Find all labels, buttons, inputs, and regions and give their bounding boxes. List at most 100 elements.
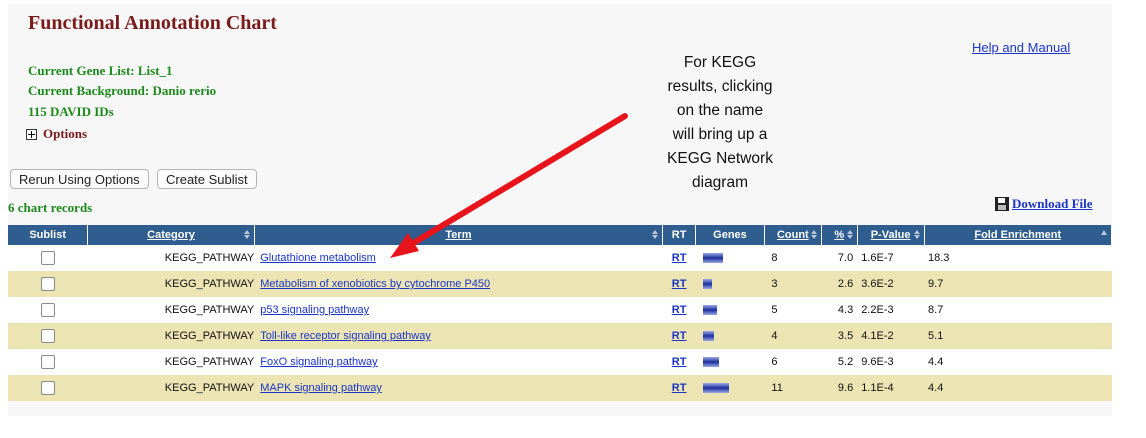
header-count[interactable]: Count [764,225,822,245]
sublist-checkbox[interactable] [40,303,55,317]
count-cell: 6 [771,356,778,368]
category-cell: KEGG_PATHWAY [164,356,255,368]
options-label: Options [43,126,88,141]
rt-link[interactable]: RT [671,304,687,316]
category-cell: KEGG_PATHWAY [164,252,255,264]
category-cell: KEGG_PATHWAY [164,382,255,394]
table-header-row: Sublist Category Term RT Genes Count % P… [8,225,1113,245]
rerun-using-options-button[interactable]: Rerun Using Options [10,169,149,189]
rt-link[interactable]: RT [671,330,687,342]
sort-arrows-icon[interactable] [243,230,250,239]
category-cell: KEGG_PATHWAY [164,278,255,290]
sublist-checkbox[interactable] [40,355,55,369]
pvalue-cell: 3.6E-2 [861,278,894,290]
pvalue-cell: 1.6E-7 [861,252,894,264]
sort-arrow-icon[interactable] [1101,230,1107,235]
percent-cell: 5.2 [837,356,854,368]
rt-link[interactable]: RT [671,356,687,368]
table-row: KEGG_PATHWAY Metabolism of xenobiotics b… [8,271,1112,297]
rt-link[interactable]: RT [671,382,687,394]
term-link[interactable]: MAPK signaling pathway [260,382,382,394]
fold-enrichment-cell: 8.7 [928,304,944,316]
create-sublist-button[interactable]: Create Sublist [157,169,257,189]
annotation-line: will bring up a [672,126,768,143]
gene-bar-icon[interactable] [702,383,729,394]
percent-cell: 7.0 [837,252,854,264]
sort-arrows-icon[interactable] [846,230,853,239]
term-link[interactable]: Metabolism of xenobiotics by cytochrome … [260,278,491,290]
table-row: KEGG_PATHWAY Toll-like receptor signalin… [8,323,1112,349]
table-row: KEGG_PATHWAY p53 signaling pathway RT 5 … [8,297,1112,323]
david-id-count: 115 DAVID IDs [28,104,114,119]
header-rt: RT [662,225,697,245]
count-cell: 8 [771,252,778,264]
term-link[interactable]: Glutathione metabolism [260,252,376,264]
chart-record-count: 6 chart records [8,200,93,215]
sort-arrows-icon[interactable] [652,230,659,239]
sublist-checkbox[interactable] [40,329,55,343]
fold-enrichment-cell: 5.1 [928,330,944,342]
category-cell: KEGG_PATHWAY [164,330,255,342]
annotation-chart-table: Sublist Category Term RT Genes Count % P… [8,225,1113,401]
gene-bar-icon[interactable] [702,305,717,316]
count-cell: 3 [771,278,778,290]
sort-arrows-icon[interactable] [810,230,817,239]
gene-bar-icon[interactable] [702,279,712,290]
chart-panel [8,4,1112,416]
category-cell: KEGG_PATHWAY [164,304,255,316]
annotation-line: KEGG Network [667,150,773,167]
term-link[interactable]: Toll-like receptor signaling pathway [260,330,431,342]
table-row: KEGG_PATHWAY MAPK signaling pathway RT 1… [8,375,1112,401]
header-genes: Genes [695,225,765,245]
sublist-checkbox[interactable] [40,277,55,291]
gene-bar-icon[interactable] [702,331,714,342]
header-pvalue[interactable]: P-Value [857,225,925,245]
pvalue-cell: 4.1E-2 [861,330,894,342]
rt-link[interactable]: RT [671,252,687,264]
header-sublist: Sublist [8,225,89,245]
pvalue-cell: 1.1E-4 [861,382,894,394]
pvalue-cell: 2.2E-3 [861,304,894,316]
gene-bar-icon[interactable] [702,253,723,264]
sort-arrows-icon[interactable] [913,230,920,239]
percent-cell: 3.5 [837,330,854,342]
count-cell: 11 [771,382,783,394]
current-background: Current Background: Danio rerio [28,83,217,98]
fold-enrichment-cell: 18.3 [928,252,950,264]
annotation-line: diagram [692,174,748,191]
page-title: Functional Annotation Chart [28,12,277,34]
table-row: KEGG_PATHWAY FoxO signaling pathway RT 6… [8,349,1112,375]
percent-cell: 4.3 [837,304,854,316]
percent-cell: 9.6 [837,382,854,394]
count-cell: 4 [771,330,778,342]
fold-enrichment-cell: 4.4 [928,382,944,394]
fold-enrichment-cell: 9.7 [928,278,944,290]
header-category[interactable]: Category [87,225,255,245]
count-cell: 5 [771,304,778,316]
pvalue-cell: 9.6E-3 [861,356,894,368]
term-link[interactable]: p53 signaling pathway [260,304,370,316]
download-file-label[interactable]: Download File [1012,196,1093,211]
options-toggle[interactable]: Options [26,126,87,142]
sublist-checkbox[interactable] [40,381,55,395]
percent-cell: 2.6 [837,278,854,290]
sublist-checkbox[interactable] [40,251,55,265]
table-row: KEGG_PATHWAY Glutathione metabolism RT 8… [8,245,1112,271]
rt-link[interactable]: RT [671,278,687,290]
current-gene-list: Current Gene List: List_1 [28,63,173,78]
header-fold-enrichment[interactable]: Fold Enrichment [924,225,1113,245]
annotation-line: For KEGG [683,54,757,71]
annotation-line: results, clicking [667,78,773,95]
header-percent[interactable]: % [821,225,858,245]
floppy-disk-icon [995,197,1009,211]
gene-bar-icon[interactable] [702,357,719,368]
annotation-line: on the name [676,102,764,119]
kegg-annotation-note: For KEGG results, clicking on the name w… [640,51,800,195]
term-link[interactable]: FoxO signaling pathway [260,356,378,368]
header-term[interactable]: Term [254,225,664,245]
download-file-link[interactable]: Download File [995,196,1093,212]
fold-enrichment-cell: 4.4 [928,356,944,368]
help-manual-link[interactable]: Help and Manual [972,40,1071,55]
plus-box-icon[interactable] [26,128,37,140]
